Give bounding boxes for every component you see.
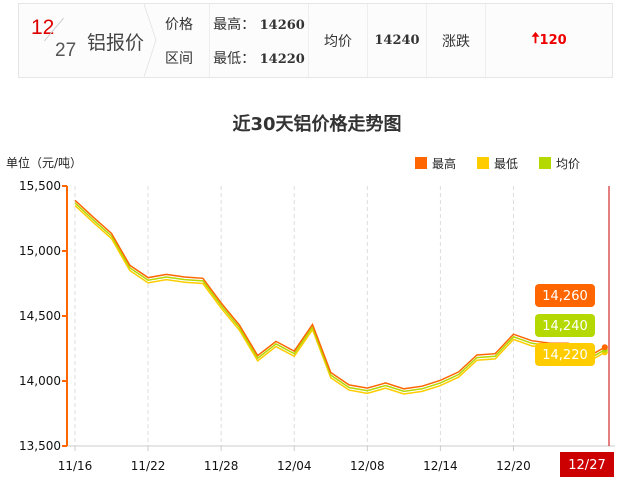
series-line-high [74, 199, 606, 390]
range-label-2: 区间 [165, 50, 193, 67]
low-label: 最低： [213, 50, 256, 67]
change-value: 120 [539, 33, 567, 48]
crosshair-date-box [560, 452, 614, 477]
data-point [601, 344, 608, 351]
series-line-low [74, 204, 606, 395]
high-label: 最高： [213, 16, 256, 33]
high-value: 14260 [259, 17, 305, 33]
y-tick-label: 15,500 [19, 179, 61, 193]
y-tick-label: 14,000 [19, 374, 61, 388]
tooltip-value: 14,260 [542, 289, 588, 304]
x-tick-label: 12/14 [423, 459, 458, 473]
arrow-up-icon: 🠅 [531, 29, 540, 47]
high-low: 最高： 14260 最低： 14220 [209, 4, 308, 77]
date-day: 27 [55, 40, 77, 61]
tooltip-box [535, 284, 595, 307]
change-label: 涨跌 [426, 4, 485, 77]
x-tick-label: 11/16 [58, 459, 93, 473]
header-title: 铝报价 [87, 32, 145, 54]
date-box: 12 27 铝报价 [19, 4, 157, 77]
y-axis-unit: 单位（元/吨） [6, 155, 82, 170]
low-value: 14220 [259, 51, 305, 67]
y-tick-label: 15,000 [19, 244, 61, 258]
x-tick-label: 12/20 [496, 459, 531, 473]
series-line-avg [74, 202, 606, 393]
tooltip-box [535, 343, 595, 366]
avg-label: 均价 [308, 4, 367, 77]
x-tick-label: 12/08 [350, 459, 385, 473]
change: 🠅 120 [485, 4, 612, 77]
legend-label: 均价 [556, 157, 580, 171]
x-tick-label: 11/28 [204, 459, 239, 473]
avg-value: 14240 [367, 4, 426, 77]
tooltip-value: 14,240 [542, 319, 588, 334]
crosshair-date: 12/27 [568, 458, 605, 473]
range-label-1: 价格 [165, 16, 193, 33]
high-row: 最高： 14260 [213, 14, 305, 34]
chart-title: 近30天铝价格走势图 [232, 113, 401, 135]
y-tick-label: 14,500 [19, 309, 61, 323]
tooltip-value: 14,220 [542, 348, 588, 363]
range-label: 价格 区间 [149, 4, 209, 77]
tooltip-box [535, 314, 595, 337]
legend-label: 最低 [494, 157, 518, 171]
low-row: 最低： 14220 [213, 48, 305, 68]
x-tick-label: 11/22 [131, 459, 166, 473]
y-tick-label: 13,500 [19, 439, 61, 453]
legend-swatch [415, 157, 427, 169]
price-header: 12 27 铝报价 价格 区间 最高： 14260 最低： 14220 均价 1… [18, 3, 613, 78]
x-tick-label: 12/04 [277, 459, 312, 473]
chevron-divider-icon [144, 4, 157, 77]
legend-swatch [539, 157, 551, 169]
legend-label: 最高 [432, 156, 456, 171]
legend-swatch [477, 157, 489, 169]
